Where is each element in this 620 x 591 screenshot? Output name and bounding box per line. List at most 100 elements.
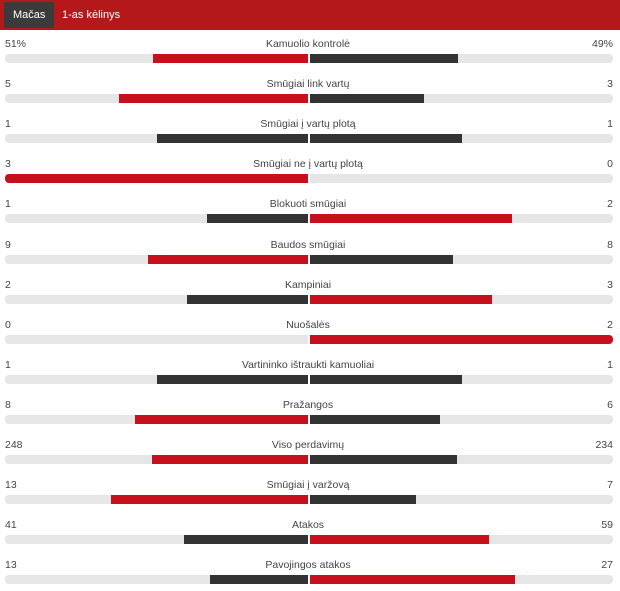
stat-left-value: 1 <box>5 358 11 371</box>
stat-right-bar <box>310 254 453 264</box>
stat-left-track <box>5 535 308 545</box>
stat-right-value: 3 <box>607 278 613 291</box>
stat-right-value: 1 <box>607 358 613 371</box>
stat-left-bar <box>207 214 308 224</box>
stat-left-track <box>5 294 308 304</box>
stat-left-bar <box>111 495 308 505</box>
stat-right-value: 59 <box>601 519 613 532</box>
stat-row: 41 Atakos 59 <box>0 511 620 551</box>
stat-left-track <box>5 334 308 344</box>
stat-label: Nuošalės <box>286 318 330 331</box>
stat-left-track <box>5 374 308 384</box>
stat-right-value: 234 <box>595 439 613 451</box>
stat-right-track <box>310 254 613 264</box>
stat-label: Smūgiai link vartų <box>266 78 350 91</box>
stat-label: Pražangos <box>282 398 334 411</box>
stat-right-bar <box>310 414 440 424</box>
stat-left-value: 13 <box>5 559 17 572</box>
stat-right-track <box>310 414 613 424</box>
stat-left-track <box>5 254 308 264</box>
header-bar: Mačas 1-as kėlinys <box>0 0 620 30</box>
stat-label: Pavojingos atakos <box>265 559 351 572</box>
stat-right-value: 2 <box>607 198 613 211</box>
stat-left-bar <box>153 54 308 63</box>
stat-right-value: 27 <box>601 559 613 572</box>
stat-left-track <box>5 174 308 184</box>
stat-left-value: 1 <box>5 198 11 211</box>
stat-left-value: 0 <box>5 318 11 331</box>
stat-right-value: 6 <box>607 398 613 411</box>
stat-right-bar <box>310 455 458 464</box>
stat-right-track <box>310 455 613 464</box>
stat-left-value: 13 <box>5 479 17 492</box>
stat-right-bar <box>310 134 462 144</box>
stat-right-bar <box>310 334 613 344</box>
stat-label: Blokuoti smūgiai <box>269 198 347 211</box>
stat-right-value: 7 <box>607 479 613 492</box>
stat-left-value: 8 <box>5 398 11 411</box>
stat-label: Smūgiai į vartų plotą <box>260 118 356 131</box>
stat-left-track <box>5 455 308 464</box>
stat-left-value: 3 <box>5 158 11 171</box>
stat-left-bar <box>134 414 308 424</box>
stat-right-bar <box>310 374 462 384</box>
stat-label: Kampiniai <box>284 278 332 291</box>
stat-left-bar <box>209 575 308 585</box>
stat-right-track <box>310 94 613 104</box>
stat-left-track <box>5 575 308 585</box>
stat-right-bar <box>310 214 512 224</box>
stat-row: 1 Smūgiai į vartų plotą 1 <box>0 110 620 150</box>
stat-left-bar <box>186 294 308 304</box>
stat-right-value: 3 <box>607 78 613 91</box>
tab-first-half[interactable]: 1-as kėlinys <box>62 9 121 21</box>
stat-right-track <box>310 575 613 585</box>
stat-row: 13 Pavojingos atakos 27 <box>0 551 620 591</box>
stat-left-track <box>5 214 308 224</box>
stat-row: 1 Blokuoti smūgiai 2 <box>0 190 620 230</box>
stat-left-bar <box>183 535 308 545</box>
stat-label: Atakos <box>291 519 325 532</box>
stat-left-bar <box>152 455 308 464</box>
stat-right-track <box>310 174 613 184</box>
stat-row: 9 Baudos smūgiai 8 <box>0 231 620 271</box>
stat-left-value: 5 <box>5 78 11 91</box>
stat-right-bar <box>310 94 424 104</box>
stat-left-bar <box>147 254 308 264</box>
stat-label: Baudos smūgiai <box>270 238 346 251</box>
stat-left-value: 2 <box>5 278 11 291</box>
stat-label: Vartininko ištraukti kamuoliai <box>241 358 375 371</box>
stat-left-bar <box>5 174 308 184</box>
stat-left-value: 1 <box>5 118 11 131</box>
stat-row: 3 Smūgiai ne į vartų plotą 0 <box>0 150 620 190</box>
stat-right-bar <box>310 54 459 63</box>
stat-left-bar <box>156 134 308 144</box>
stat-right-track <box>310 214 613 224</box>
stat-right-value: 0 <box>607 158 613 171</box>
stat-left-track <box>5 414 308 424</box>
stat-left-track <box>5 54 308 63</box>
stat-label: Smūgiai į varžovą <box>266 479 350 492</box>
stat-left-value: 248 <box>5 439 23 451</box>
stat-left-value: 41 <box>5 519 17 532</box>
stat-right-track <box>310 535 613 545</box>
stat-label: Viso perdavimų <box>271 439 345 451</box>
stat-right-track <box>310 334 613 344</box>
stat-row: 8 Pražangos 6 <box>0 391 620 431</box>
stat-right-bar <box>310 294 492 304</box>
stat-right-value: 8 <box>607 238 613 251</box>
stat-right-bar <box>310 495 417 505</box>
stat-left-track <box>5 495 308 505</box>
stat-row: 2 Kampiniai 3 <box>0 271 620 311</box>
stat-right-track <box>310 495 613 505</box>
stat-label: Kamuolio kontrolė <box>265 38 351 50</box>
stat-left-value: 51% <box>5 38 27 50</box>
stat-right-value: 2 <box>607 318 613 331</box>
stat-row: 248 Viso perdavimų 234 <box>0 431 620 471</box>
stat-left-track <box>5 94 308 104</box>
stat-left-bar <box>156 374 308 384</box>
stat-right-track <box>310 134 613 144</box>
stat-row: 0 Nuošalės 2 <box>0 311 620 351</box>
stat-right-value: 1 <box>607 118 613 131</box>
stat-row: 1 Vartininko ištraukti kamuoliai 1 <box>0 351 620 391</box>
tab-match[interactable]: Mačas <box>4 2 55 28</box>
